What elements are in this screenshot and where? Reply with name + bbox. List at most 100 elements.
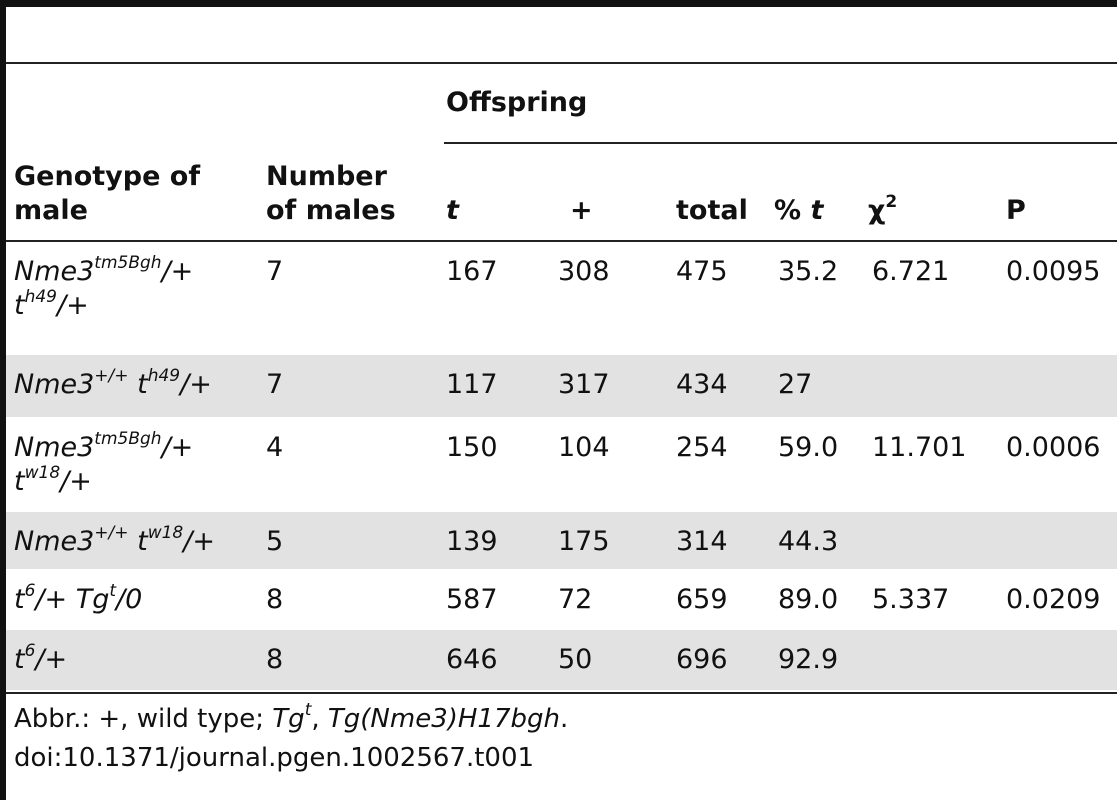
cell-pct: 92.9 <box>778 644 839 675</box>
genotype-superscript: 6 <box>24 581 36 601</box>
cell-chi: 6.721 <box>872 256 950 287</box>
cell-total: 314 <box>676 526 728 557</box>
cell-plus: 317 <box>558 369 610 400</box>
table-row-shading <box>6 355 1117 417</box>
table-top-border <box>0 0 1117 7</box>
genotype-text: /+ Tg <box>35 584 110 615</box>
genotype-cell: t6/+ Tgt/0 <box>14 583 142 617</box>
footnote-abbr-tg: Tg <box>272 704 305 734</box>
table-row-shading <box>6 630 1117 690</box>
cell-pct: 35.2 <box>778 256 839 287</box>
genotype-superscript: t <box>109 581 117 601</box>
cell-number: 5 <box>266 526 284 557</box>
header-genotype: Genotype of male <box>14 160 244 228</box>
header-t: t <box>446 195 459 226</box>
header-top-rule <box>6 62 1117 64</box>
cell-plus: 308 <box>558 256 610 287</box>
table-left-border <box>0 0 6 800</box>
genotype-text: /+ <box>60 466 92 497</box>
footnote-doi: doi:10.1371/journal.pgen.1002567.t001 <box>14 743 535 773</box>
genotype-superscript: h49 <box>147 366 181 386</box>
cell-t: 150 <box>446 432 498 463</box>
header-p: P <box>1006 195 1026 226</box>
genotype-superscript: w18 <box>147 523 184 543</box>
genotype-cell: Nme3tm5Bgh/+ tw18/+ <box>14 431 193 499</box>
header-percent-t-letter: t <box>810 195 824 226</box>
footnote-abbr-tg-sup: t <box>304 700 312 721</box>
footnote-abbr-prefix: Abbr.: +, wild type; <box>14 704 273 734</box>
footnote-abbr-end: . <box>560 704 569 734</box>
cell-total: 659 <box>676 584 728 615</box>
header-plus: + <box>570 195 593 226</box>
genotype-cell: t6/+ <box>14 643 67 677</box>
genotype-cell: Nme3tm5Bgh/+ th49/+ <box>14 255 193 323</box>
header-chi-exponent: 2 <box>885 192 898 212</box>
cell-plus: 72 <box>558 584 593 615</box>
cell-number: 8 <box>266 644 284 675</box>
genotype-text: /+ <box>35 644 68 675</box>
cell-total: 696 <box>676 644 728 675</box>
footnote-abbreviations: Abbr.: +, wild type; Tgt, Tg(Nme3)H17bgh… <box>14 700 569 735</box>
genotype-cell: Nme3+/+ th49/+ <box>14 368 212 402</box>
genotype-text: t <box>128 526 148 557</box>
cell-number: 8 <box>266 584 284 615</box>
cell-t: 117 <box>446 369 498 400</box>
genotype-text: Nme3 <box>14 432 95 463</box>
genotype-text: t <box>14 584 25 615</box>
cell-total: 254 <box>676 432 728 463</box>
genotype-text: t <box>14 466 25 497</box>
genotype-text: Nme3 <box>14 256 95 287</box>
cell-number: 4 <box>266 432 284 463</box>
genotype-text: /0 <box>116 584 143 615</box>
header-genotype-label: Genotype of male <box>14 161 201 226</box>
footnote-abbr-full: Tg(Nme3)H17bgh <box>327 704 560 734</box>
genotype-text: /+ <box>161 256 194 287</box>
cell-total: 475 <box>676 256 728 287</box>
cell-chi: 11.701 <box>872 432 967 463</box>
header-percent-prefix: % <box>774 195 811 226</box>
genotype-text: t <box>14 290 25 321</box>
cell-p: 0.0209 <box>1006 584 1101 615</box>
header-chi-symbol: χ <box>868 195 886 226</box>
cell-p: 0.0006 <box>1006 432 1101 463</box>
header-total: total <box>676 195 748 226</box>
cell-pct: 44.3 <box>778 526 839 557</box>
cell-pct: 27 <box>778 369 813 400</box>
cell-number: 7 <box>266 369 284 400</box>
genotype-text: /+ <box>180 369 212 400</box>
genotype-cell: Nme3+/+ tw18/+ <box>14 525 215 559</box>
genotype-superscript: +/+ <box>94 366 129 386</box>
cell-plus: 50 <box>558 644 593 675</box>
header-chi-square: χ2 <box>868 194 897 228</box>
genotype-text: /+ <box>57 290 89 321</box>
cell-t: 139 <box>446 526 498 557</box>
header-number: Number of males <box>266 160 426 228</box>
table-bottom-rule <box>6 692 1117 694</box>
genotype-superscript: h49 <box>24 287 57 307</box>
cell-plus: 104 <box>558 432 610 463</box>
group-header-rule <box>444 142 1117 144</box>
cell-number: 7 <box>266 256 284 287</box>
genotype-superscript: 6 <box>24 641 36 661</box>
genotype-superscript: tm5Bgh <box>94 429 162 449</box>
genotype-text: Nme3 <box>14 526 95 557</box>
genotype-text: /+ <box>183 526 215 557</box>
cell-t: 167 <box>446 256 498 287</box>
cell-pct: 59.0 <box>778 432 839 463</box>
cell-p: 0.0095 <box>1006 256 1101 287</box>
group-header-offspring: Offspring <box>446 87 588 118</box>
genotype-superscript: w18 <box>24 463 61 483</box>
genotype-text: /+ <box>161 432 194 463</box>
genotype-text: t <box>14 644 25 675</box>
genotype-superscript: tm5Bgh <box>94 253 162 273</box>
cell-t: 587 <box>446 584 498 615</box>
cell-pct: 89.0 <box>778 584 839 615</box>
footnote-abbr-sep: , <box>311 704 328 734</box>
cell-chi: 5.337 <box>872 584 950 615</box>
genotype-text: Nme3 <box>14 369 95 400</box>
genotype-text: t <box>128 369 148 400</box>
header-percent-t: % t <box>774 194 823 228</box>
cell-plus: 175 <box>558 526 610 557</box>
cell-total: 434 <box>676 369 728 400</box>
header-bottom-rule <box>6 240 1117 242</box>
